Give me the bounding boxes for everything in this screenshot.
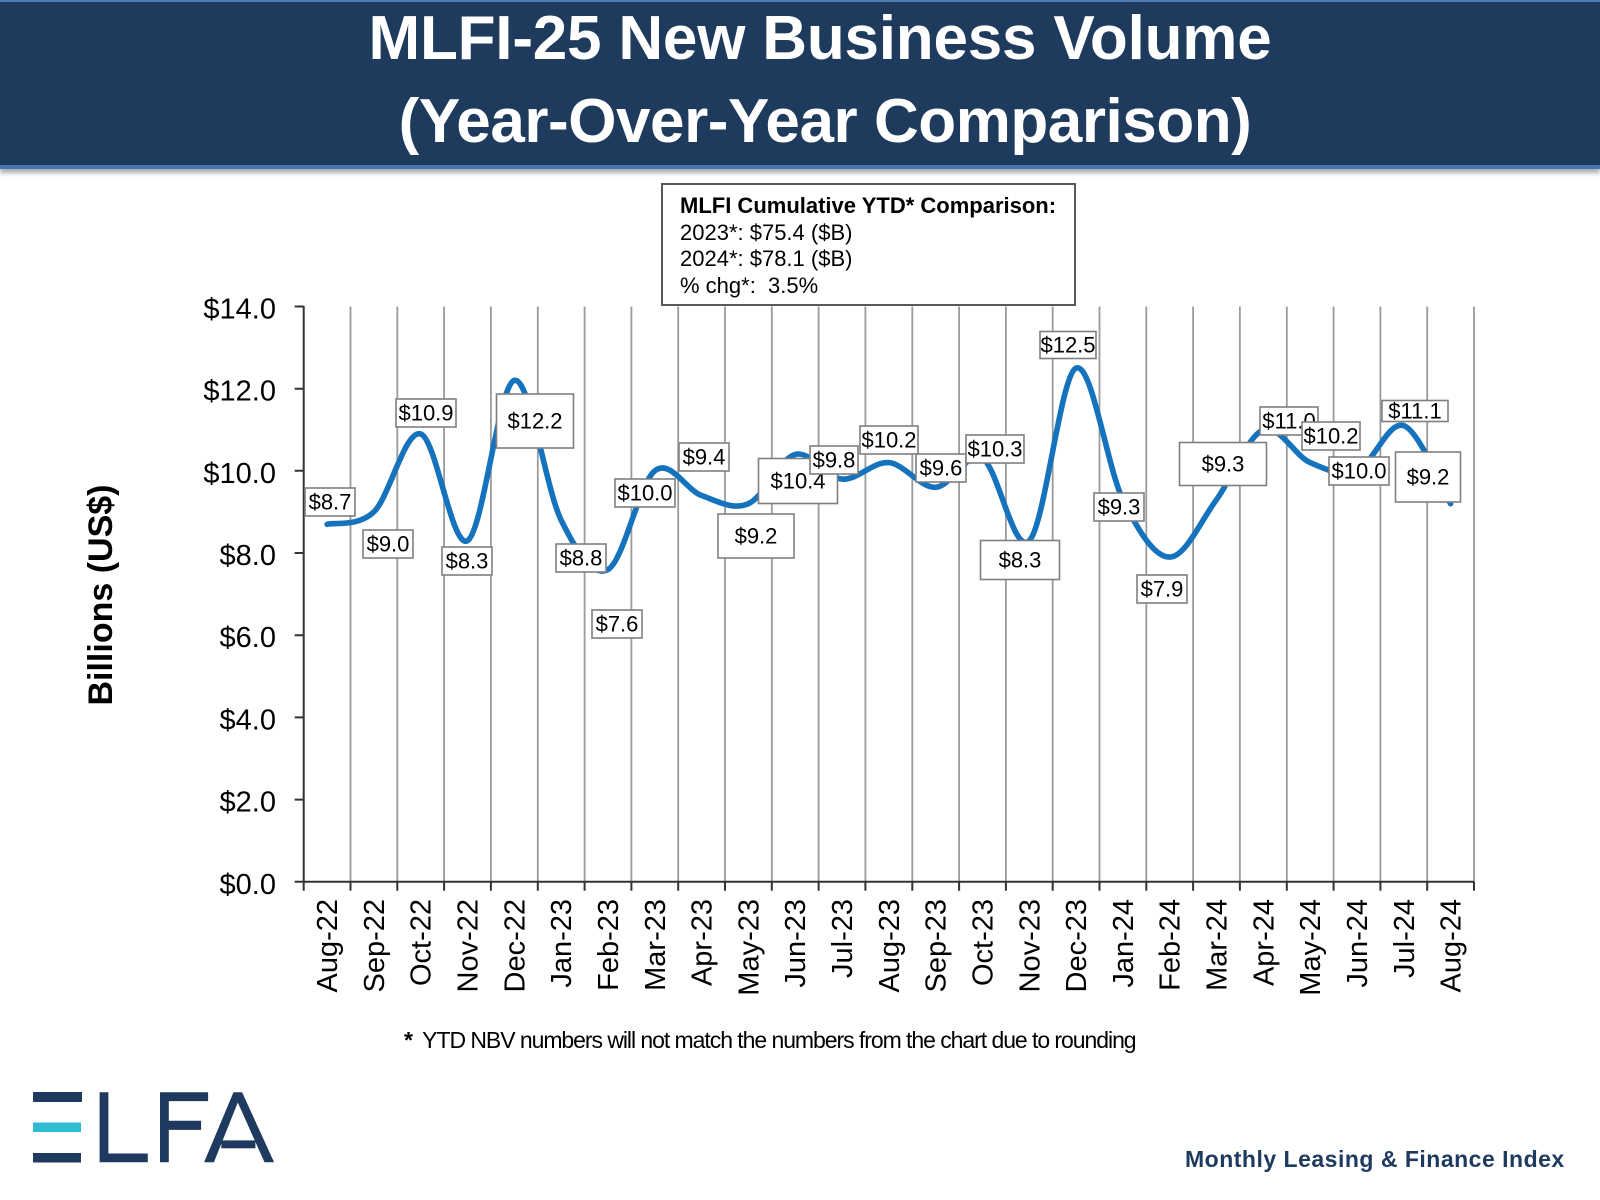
svg-text:Sep-23: Sep-23 <box>921 899 953 993</box>
svg-text:Aug-22: Aug-22 <box>312 899 344 993</box>
svg-text:$10.0: $10.0 <box>203 458 276 490</box>
svg-text:$11.1: $11.1 <box>1388 399 1441 424</box>
svg-text:$8.0: $8.0 <box>220 540 276 572</box>
svg-text:$0.0: $0.0 <box>220 869 276 901</box>
svg-text:Nov-22: Nov-22 <box>453 899 485 993</box>
svg-text:Nov-23: Nov-23 <box>1014 899 1046 993</box>
svg-text:$10.3: $10.3 <box>967 437 1022 462</box>
svg-text:Jul-24: Jul-24 <box>1389 899 1421 978</box>
svg-text:$9.0: $9.0 <box>367 532 410 557</box>
svg-text:$9.3: $9.3 <box>1098 495 1141 520</box>
svg-text:Oct-22: Oct-22 <box>406 899 438 986</box>
svg-text:Jun-23: Jun-23 <box>780 899 812 988</box>
svg-text:$9.2: $9.2 <box>1407 465 1450 490</box>
svg-text:$8.7: $8.7 <box>309 490 352 515</box>
svg-text:Jun-24: Jun-24 <box>1342 899 1374 988</box>
svg-text:May-24: May-24 <box>1295 899 1327 996</box>
svg-text:Feb-23: Feb-23 <box>593 899 625 991</box>
svg-text:$6.0: $6.0 <box>220 622 276 654</box>
svg-text:$9.2: $9.2 <box>735 524 778 549</box>
svg-text:$10.0: $10.0 <box>1331 459 1386 484</box>
svg-text:Billions (US$): Billions (US$) <box>82 484 120 705</box>
svg-text:$10.0: $10.0 <box>617 481 672 506</box>
svg-text:$8.3: $8.3 <box>446 549 489 574</box>
svg-text:Jul-23: Jul-23 <box>827 899 859 978</box>
svg-text:Mar-23: Mar-23 <box>640 899 672 991</box>
svg-text:$8.8: $8.8 <box>560 546 603 571</box>
svg-text:$9.3: $9.3 <box>1202 452 1245 477</box>
svg-text:Sep-22: Sep-22 <box>359 899 391 993</box>
svg-text:Apr-23: Apr-23 <box>687 899 719 986</box>
svg-text:Apr-24: Apr-24 <box>1248 899 1280 986</box>
svg-text:Mar-24: Mar-24 <box>1202 899 1234 991</box>
svg-text:$12.0: $12.0 <box>203 376 276 408</box>
svg-text:$7.6: $7.6 <box>596 612 639 637</box>
svg-text:$9.6: $9.6 <box>920 456 963 481</box>
svg-text:$2.0: $2.0 <box>220 787 276 819</box>
svg-text:Aug-24: Aug-24 <box>1436 899 1468 993</box>
svg-text:$10.9: $10.9 <box>398 401 453 426</box>
svg-text:$12.2: $12.2 <box>507 409 562 434</box>
svg-text:$9.8: $9.8 <box>813 448 856 473</box>
svg-text:Jan-24: Jan-24 <box>1108 899 1140 988</box>
svg-text:$12.5: $12.5 <box>1040 333 1095 358</box>
svg-text:$4.0: $4.0 <box>220 704 276 736</box>
svg-text:Aug-23: Aug-23 <box>874 899 906 993</box>
svg-text:$10.2: $10.2 <box>861 428 916 453</box>
svg-text:Dec-23: Dec-23 <box>1061 899 1093 993</box>
svg-text:Jan-23: Jan-23 <box>546 899 578 988</box>
svg-text:Dec-22: Dec-22 <box>499 899 531 993</box>
svg-text:Oct-23: Oct-23 <box>968 899 1000 986</box>
svg-text:$9.4: $9.4 <box>683 445 726 470</box>
svg-text:$8.3: $8.3 <box>999 548 1042 573</box>
svg-text:Feb-24: Feb-24 <box>1155 899 1187 991</box>
svg-text:$7.9: $7.9 <box>1141 577 1184 602</box>
svg-text:$14.0: $14.0 <box>203 294 276 326</box>
svg-text:May-23: May-23 <box>733 899 765 996</box>
svg-text:$10.2: $10.2 <box>1303 424 1358 449</box>
